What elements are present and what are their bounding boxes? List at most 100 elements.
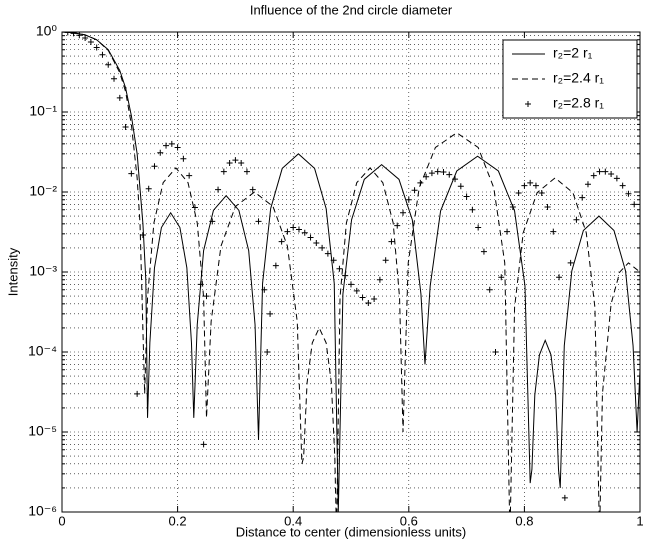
plus-marker: [637, 213, 640, 220]
plus-marker: [342, 272, 349, 279]
plus-marker: [509, 203, 516, 210]
plus-marker: [596, 168, 603, 175]
plus-marker: [550, 228, 557, 235]
plus-marker: [538, 190, 545, 197]
plus-marker: [446, 171, 453, 178]
legend: r₂=2 r₁ r₂=2.4 r₁ r₂=2.8 r₁: [502, 39, 638, 119]
plus-marker: [313, 240, 320, 247]
plus-marker: [105, 61, 112, 68]
plus-marker: [353, 287, 360, 294]
plus-marker: [423, 173, 430, 180]
plus-marker: [417, 179, 424, 186]
plus-marker: [452, 176, 459, 183]
plus-marker: [590, 172, 597, 179]
series-line: [62, 32, 640, 512]
plus-marker: [215, 186, 222, 193]
y-tick-label: 10⁻¹: [29, 103, 57, 119]
plus-marker: [163, 142, 170, 149]
plus-marker: [405, 196, 412, 203]
plus-marker: [209, 218, 216, 225]
plus-marker: [532, 182, 539, 189]
plus-marker: [203, 293, 210, 300]
plus-marker: [336, 265, 343, 272]
plus-marker: [151, 163, 158, 170]
x-tick-label: 0.2: [169, 513, 187, 528]
x-tick-label: 0.4: [284, 513, 302, 528]
plus-marker: [457, 183, 464, 190]
plus-marker: [180, 155, 187, 162]
plus-marker: [278, 238, 285, 245]
plus-marker: [492, 349, 499, 355]
plus-marker: [76, 32, 83, 39]
plus-marker: [200, 441, 207, 448]
plus-marker: [139, 232, 146, 239]
plus-marker: [428, 170, 435, 177]
plus-marker: [556, 274, 563, 281]
legend-swatch: [525, 101, 531, 107]
plus-marker: [295, 226, 302, 233]
x-tick-label: 0: [58, 513, 65, 528]
plus-marker: [515, 190, 522, 197]
x-tick-label: 1: [636, 513, 643, 528]
plus-marker: [400, 209, 407, 216]
plus-marker: [394, 222, 401, 229]
plus-marker: [619, 182, 626, 189]
plus-marker: [527, 179, 534, 186]
plus-marker: [440, 168, 447, 175]
x-tick-label: 0.8: [515, 513, 533, 528]
x-tick-label: 0.6: [400, 513, 418, 528]
legend-label: r₂=2.4 r₁: [553, 70, 604, 86]
plus-marker: [463, 193, 470, 200]
plus-marker: [238, 160, 245, 167]
plus-marker: [255, 218, 262, 225]
plus-marker: [134, 390, 141, 397]
plus-marker: [330, 257, 337, 264]
plus-marker: [145, 185, 152, 192]
plus-marker: [625, 190, 632, 197]
plus-marker: [128, 170, 135, 177]
plus-marker: [186, 172, 193, 179]
plus-marker: [249, 186, 256, 193]
plus-marker: [174, 144, 181, 151]
y-tick-label: 10⁻⁴: [28, 343, 57, 359]
plus-marker: [504, 228, 511, 235]
legend-label: r₂=2 r₁: [553, 45, 593, 61]
y-tick-label: 10⁰: [36, 23, 58, 39]
plus-marker: [486, 286, 493, 293]
plus-marker: [243, 168, 250, 175]
y-tick-label: 10⁻²: [29, 183, 57, 199]
plus-marker: [82, 35, 89, 42]
plus-marker: [573, 216, 580, 223]
plus-marker: [220, 168, 227, 175]
plus-marker: [272, 262, 279, 269]
plus-marker: [388, 238, 395, 245]
plus-marker: [567, 259, 574, 266]
plus-marker: [64, 32, 71, 36]
plus-marker: [226, 160, 233, 167]
y-axis-label: Intensity: [5, 247, 20, 296]
plus-marker: [301, 229, 308, 236]
plus-marker: [70, 32, 77, 37]
plus-marker: [264, 349, 271, 355]
plus-marker: [579, 194, 586, 201]
plus-marker: [475, 224, 482, 231]
plus-marker: [324, 250, 331, 257]
series: [62, 32, 640, 512]
plus-marker: [111, 75, 118, 82]
plus-marker: [93, 44, 100, 51]
plus-marker: [290, 224, 297, 231]
legend-label: r₂=2.8 r₁: [553, 95, 604, 111]
chart-title: Influence of the 2nd circle diameter: [250, 2, 453, 17]
plus-marker: [561, 494, 568, 501]
plus-marker: [498, 274, 505, 281]
y-tick-label: 10⁻³: [29, 263, 57, 279]
plus-marker: [348, 281, 354, 288]
plus-marker: [584, 181, 591, 188]
x-axis-label: Distance to center (dimensionless units): [236, 524, 467, 539]
plus-marker: [382, 257, 389, 264]
plus-marker: [261, 286, 268, 293]
plus-marker: [480, 248, 487, 255]
series-line: [62, 32, 640, 512]
plus-marker: [521, 182, 528, 189]
plus-marker: [319, 244, 326, 251]
